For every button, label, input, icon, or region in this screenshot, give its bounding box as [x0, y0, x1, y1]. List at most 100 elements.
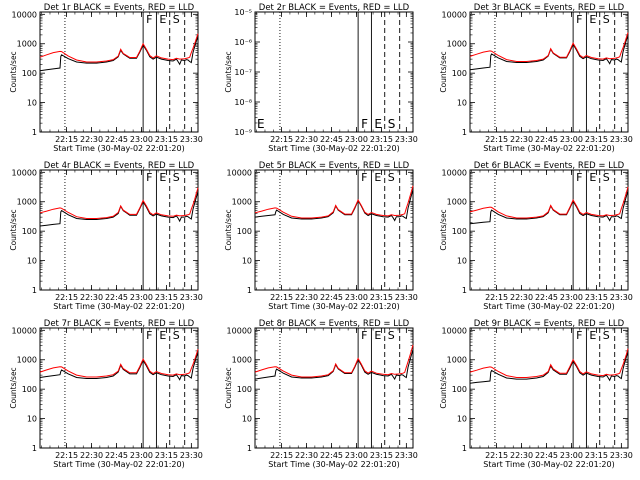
- marker-label: F: [361, 171, 367, 184]
- y-tick-label: 100: [237, 385, 252, 394]
- y-tick-label: 100: [22, 69, 37, 78]
- panel-title: Det 2r BLACK = Events, RED = LLD: [259, 3, 410, 13]
- y-axis-label: Counts/sec: [9, 209, 18, 250]
- marker-label: F: [576, 13, 582, 26]
- panel-title: Det 8r BLACK = Events, RED = LLD: [259, 319, 410, 329]
- y-tick-label: 10: [242, 257, 252, 266]
- x-axis-label: Start Time (30-May-02 22:01:20): [268, 460, 399, 469]
- y-tick-label: 1: [32, 128, 37, 137]
- y-tick-label: 100: [237, 227, 252, 236]
- panel-det-3: Det 3r BLACK = Events, RED = LLD 1 10 100 10…: [439, 3, 633, 153]
- x-tick-label: 22:45: [535, 451, 558, 460]
- x-tick-label: 23:00: [130, 451, 153, 460]
- y-tick-label: 10: [27, 257, 37, 266]
- x-tick-label: 23:15: [370, 293, 393, 302]
- y-tick-label: 100: [452, 69, 467, 78]
- marker-label: E: [589, 171, 596, 184]
- x-tick-label: 23:00: [560, 293, 583, 302]
- marker-label: S: [173, 171, 180, 184]
- series-line-lld: [254, 185, 414, 219]
- panel-det-6: Det 6r BLACK = Events, RED = LLD 1 10 100 10…: [439, 161, 633, 311]
- marker-label: S: [603, 171, 610, 184]
- series-line-events: [39, 191, 199, 227]
- x-tick-label: 23:30: [395, 451, 418, 460]
- x-tick-label: 22:45: [320, 451, 343, 460]
- y-axis-label: Counts/sec: [224, 51, 233, 92]
- x-tick-label: 23:15: [585, 451, 608, 460]
- series-line-lld: [39, 33, 199, 63]
- marker-label: S: [603, 329, 610, 342]
- series-line-lld: [39, 187, 199, 219]
- x-tick-label: 22:45: [105, 451, 128, 460]
- series-line-events: [469, 190, 629, 225]
- y-tick-label: 1: [247, 444, 252, 453]
- y-tick-label: 1000: [17, 40, 37, 49]
- y-tick-label: 100: [452, 385, 467, 394]
- marker-label: E: [374, 171, 381, 184]
- x-axis-label: Start Time (30-May-02 22:01:20): [483, 302, 614, 311]
- marker-label: E: [159, 329, 166, 342]
- x-tick-label: 22:15: [55, 135, 78, 144]
- y-axis-label: Counts/sec: [439, 367, 448, 408]
- y-tick-label: 10000: [12, 10, 37, 19]
- y-tick-label: 10000: [12, 326, 37, 335]
- x-axis-label: Start Time (30-May-02 22:01:20): [53, 144, 184, 153]
- marker-label: S: [603, 13, 610, 26]
- panel-det-4: Det 4r BLACK = Events, RED = LLD 1 10 100 10…: [9, 161, 203, 311]
- x-tick-label: 22:15: [485, 293, 508, 302]
- panel-title: Det 5r BLACK = Events, RED = LLD: [259, 161, 410, 171]
- marker-label: E: [589, 329, 596, 342]
- x-tick-label: 22:30: [80, 293, 103, 302]
- x-tick-label: 23:00: [560, 451, 583, 460]
- marker-label: S: [388, 117, 396, 131]
- y-tick-label: 10⁻⁷: [234, 68, 252, 77]
- y-tick-label: 10000: [227, 168, 252, 177]
- series-line-events: [469, 35, 629, 71]
- x-axis-label: Start Time (30-May-02 22:01:20): [483, 144, 614, 153]
- panel-title: Det 1r BLACK = Events, RED = LLD: [44, 3, 195, 13]
- marker-label: S: [388, 329, 395, 342]
- x-tick-label: 23:30: [610, 451, 633, 460]
- x-tick-label: 23:30: [610, 293, 633, 302]
- x-tick-label: 22:30: [510, 135, 533, 144]
- marker-label: F: [576, 329, 582, 342]
- x-tick-label: 22:45: [105, 135, 128, 144]
- y-tick-label: 1: [462, 128, 467, 137]
- marker-label: S: [388, 171, 395, 184]
- y-axis-label: Counts/sec: [439, 51, 448, 92]
- x-axis-label: Start Time (30-May-02 22:01:20): [268, 144, 399, 153]
- plot-frame: [39, 169, 199, 291]
- series-line-events: [469, 351, 629, 384]
- marker-label: S: [173, 329, 180, 342]
- y-tick-label: 10: [27, 99, 37, 108]
- panel-det-8: Det 8r BLACK = Events, RED = LLD 1 10 100 10…: [224, 319, 418, 469]
- y-tick-label: 10000: [442, 168, 467, 177]
- panel-title: Det 6r BLACK = Events, RED = LLD: [474, 161, 625, 171]
- series-line-lld: [39, 348, 199, 378]
- plot-frame: [469, 169, 629, 291]
- x-tick-label: 22:15: [270, 451, 293, 460]
- y-tick-label: 10000: [442, 326, 467, 335]
- x-tick-label: 23:15: [370, 135, 393, 144]
- y-tick-label: 100: [22, 385, 37, 394]
- series-line-events: [39, 352, 199, 381]
- y-tick-label: 10: [457, 99, 467, 108]
- x-tick-label: 23:00: [345, 451, 368, 460]
- y-tick-label: 1: [247, 286, 252, 295]
- y-tick-label: 10: [457, 257, 467, 266]
- y-axis-label: Counts/sec: [224, 367, 233, 408]
- y-tick-label: 1: [462, 444, 467, 453]
- panel-det-7: Det 7r BLACK = Events, RED = LLD 1 10 100 10…: [9, 319, 203, 469]
- panel-det-1: Det 1r BLACK = Events, RED = LLD 1 10 100 10…: [9, 3, 203, 153]
- y-tick-label: 1000: [232, 356, 252, 365]
- x-tick-label: 22:45: [105, 293, 128, 302]
- plot-frame: [469, 11, 629, 133]
- y-tick-label: 10000: [227, 326, 252, 335]
- y-tick-label: 1000: [447, 356, 467, 365]
- x-tick-label: 23:30: [180, 293, 203, 302]
- y-tick-label: 1000: [17, 356, 37, 365]
- marker-label: E: [159, 13, 166, 26]
- x-tick-label: 22:30: [295, 451, 318, 460]
- y-tick-label: 1: [32, 286, 37, 295]
